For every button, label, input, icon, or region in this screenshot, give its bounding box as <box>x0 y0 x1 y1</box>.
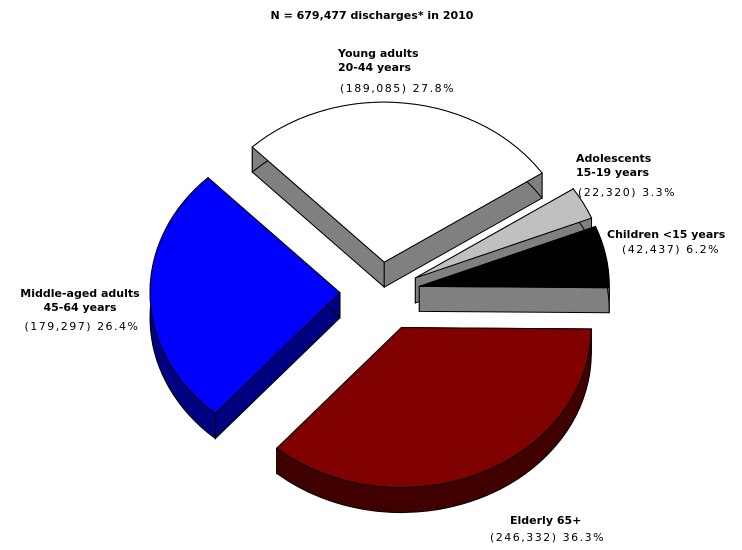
pie-slice <box>418 225 610 314</box>
pie-slice <box>149 176 341 440</box>
slice-value: (22,320) 3.3% <box>578 186 676 199</box>
slice-value: (42,437) 6.2% <box>622 243 720 256</box>
slice-label: Elderly 65+ <box>510 514 581 527</box>
percent-label: 26.4% <box>97 320 139 333</box>
percent-label: 3.3% <box>642 186 676 199</box>
slice-label: Young adults <box>337 47 419 60</box>
percent-label: 27.8% <box>413 82 455 95</box>
slice-top <box>419 225 610 289</box>
slice-label: 15-19 years <box>576 166 649 179</box>
slice-top <box>415 188 593 279</box>
slice-top <box>251 101 543 263</box>
pie-slice <box>275 326 592 514</box>
value-label: (189,085) <box>340 82 408 95</box>
value-label: (179,297) <box>24 320 92 333</box>
value-label: (246,332) <box>490 531 558 544</box>
slice-value: (179,297) 26.4% <box>24 320 139 333</box>
slice-label: Adolescents <box>576 152 652 165</box>
slice-label: 45-64 years <box>43 301 116 314</box>
chart-title: N = 679,477 discharges* in 2010 <box>271 9 474 22</box>
percent-label: 6.2% <box>686 243 720 256</box>
slice-value: (189,085) 27.8% <box>340 82 455 95</box>
percent-label: 36.3% <box>563 531 605 544</box>
pie-slice <box>251 101 543 289</box>
slice-value: (246,332) 36.3% <box>490 531 605 544</box>
slice-top <box>275 327 592 489</box>
value-label: (42,437) <box>622 243 681 256</box>
slice-label: 20-44 years <box>338 61 411 74</box>
value-label: (22,320) <box>578 186 637 199</box>
slice-label: Middle-aged adults <box>20 287 140 300</box>
slice-side <box>418 285 610 314</box>
slice-label: Children <15 years <box>607 228 726 241</box>
slice-top <box>149 177 341 415</box>
